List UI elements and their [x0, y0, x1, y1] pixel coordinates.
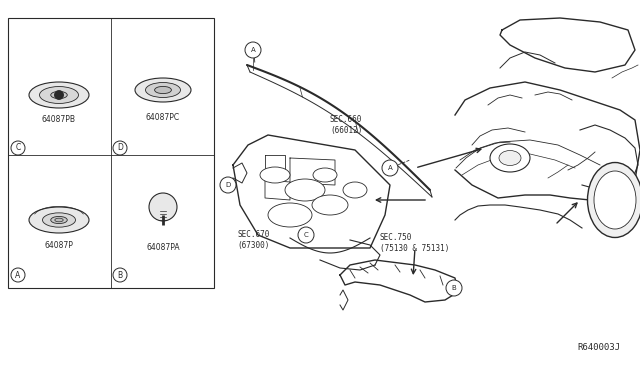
Text: C: C	[303, 232, 308, 238]
Text: D: D	[225, 182, 230, 188]
Ellipse shape	[135, 78, 191, 102]
Ellipse shape	[29, 82, 89, 108]
Ellipse shape	[40, 87, 79, 103]
Ellipse shape	[42, 213, 76, 227]
Text: 64087PA: 64087PA	[146, 244, 180, 253]
Ellipse shape	[268, 203, 312, 227]
Ellipse shape	[145, 83, 180, 97]
Circle shape	[382, 160, 398, 176]
Ellipse shape	[285, 179, 325, 201]
Circle shape	[113, 141, 127, 155]
Text: B: B	[452, 285, 456, 291]
Circle shape	[11, 268, 25, 282]
Text: SEC.750
(75130 & 75131): SEC.750 (75130 & 75131)	[380, 233, 449, 253]
Ellipse shape	[51, 92, 67, 99]
Text: SEC.670
(67300): SEC.670 (67300)	[237, 230, 269, 250]
Ellipse shape	[313, 168, 337, 182]
Text: A: A	[251, 47, 255, 53]
Ellipse shape	[51, 217, 67, 224]
Text: A: A	[388, 165, 392, 171]
Circle shape	[446, 280, 462, 296]
Text: 64087P: 64087P	[45, 241, 74, 250]
Text: 64087PB: 64087PB	[42, 115, 76, 125]
Circle shape	[298, 227, 314, 243]
Ellipse shape	[588, 163, 640, 237]
Ellipse shape	[155, 86, 172, 94]
Circle shape	[149, 193, 177, 221]
Circle shape	[11, 141, 25, 155]
Circle shape	[54, 90, 63, 99]
Circle shape	[220, 177, 236, 193]
Circle shape	[245, 42, 261, 58]
Ellipse shape	[29, 207, 89, 233]
Ellipse shape	[55, 218, 63, 222]
Ellipse shape	[343, 182, 367, 198]
Bar	[8, 18, 214, 288]
Ellipse shape	[490, 144, 530, 172]
Ellipse shape	[260, 167, 290, 183]
Ellipse shape	[499, 151, 521, 166]
Text: R640003J: R640003J	[577, 343, 620, 352]
Text: B: B	[117, 270, 123, 279]
Ellipse shape	[312, 195, 348, 215]
Text: D: D	[117, 144, 123, 153]
Text: 64087PC: 64087PC	[146, 113, 180, 122]
Ellipse shape	[594, 171, 636, 229]
Text: C: C	[15, 144, 20, 153]
Circle shape	[113, 268, 127, 282]
Text: A: A	[15, 270, 20, 279]
Text: SEC.660
(66012): SEC.660 (66012)	[330, 115, 362, 135]
